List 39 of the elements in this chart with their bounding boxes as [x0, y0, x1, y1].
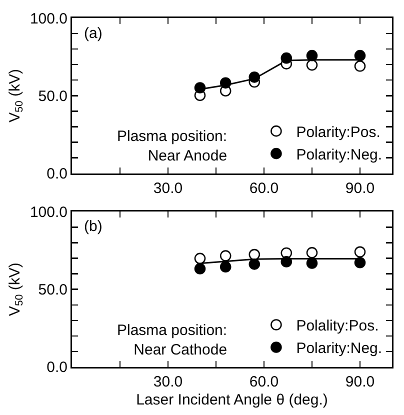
x-tick-label: 60.0 — [249, 180, 279, 197]
point — [306, 50, 318, 62]
point — [280, 256, 292, 268]
x-tick-label: 90.0 — [345, 180, 375, 197]
point — [354, 246, 366, 258]
point — [248, 248, 260, 260]
point — [354, 60, 366, 72]
y-tick-label: 50.0 — [38, 88, 68, 105]
point — [248, 72, 260, 83]
point — [354, 50, 366, 62]
point — [248, 258, 260, 270]
point — [220, 250, 232, 262]
annotation: (a) — [84, 25, 102, 42]
point — [220, 77, 232, 89]
point — [194, 82, 206, 94]
annotation: (b) — [84, 218, 102, 235]
legend-label: Polarity:Neg. — [296, 146, 382, 164]
point — [280, 52, 292, 64]
point — [194, 252, 206, 264]
y-tick-label: 100.0 — [30, 10, 68, 28]
legend-label: Polality:Pos. — [296, 318, 379, 335]
y-tick-label: 50.0 — [38, 282, 68, 299]
legend-label: Polarity:Pos. — [296, 124, 380, 141]
x-axis-title: Laser Incident Angle θ (deg.) — [136, 391, 328, 408]
x-tick-label: 60.0 — [249, 374, 279, 390]
point — [306, 59, 318, 71]
annotation: Plasma position: Near Cathode — [117, 322, 228, 358]
point — [306, 247, 318, 258]
point — [194, 263, 206, 274]
x-tick-label: 30.0 — [153, 374, 183, 390]
point — [354, 256, 366, 268]
y-tick-label: 100.0 — [30, 204, 68, 221]
annotation: Plasma position: Near Anode — [117, 128, 228, 164]
x-tick-label: 90.0 — [345, 374, 375, 390]
x-tick-label: 30.0 — [153, 180, 183, 197]
legend-label: Polarity:Neg. — [296, 340, 382, 358]
point — [220, 261, 232, 272]
y-tick-label: 0.0 — [46, 166, 68, 183]
y-tick-label: 0.0 — [46, 359, 68, 376]
